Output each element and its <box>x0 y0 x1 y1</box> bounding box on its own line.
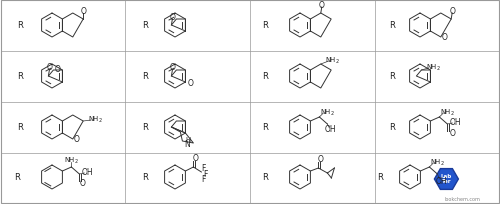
Text: R: R <box>262 21 268 30</box>
Text: NH$_2$: NH$_2$ <box>426 63 441 73</box>
Text: R: R <box>262 123 268 132</box>
Text: O: O <box>80 179 86 188</box>
Text: O: O <box>192 154 198 163</box>
Text: NH$_2$: NH$_2$ <box>88 114 102 124</box>
Text: R: R <box>142 21 148 30</box>
Text: R: R <box>17 72 23 81</box>
Text: R: R <box>389 123 395 132</box>
Text: F: F <box>203 170 207 179</box>
Text: O: O <box>46 63 52 72</box>
Text: R: R <box>142 123 148 132</box>
Text: R: R <box>262 72 268 81</box>
Text: O: O <box>449 7 455 16</box>
Text: Lab
Ter: Lab Ter <box>441 173 452 184</box>
Text: O: O <box>318 155 324 164</box>
Text: OH: OH <box>450 118 461 127</box>
Text: R: R <box>377 173 383 182</box>
Text: O: O <box>80 7 86 16</box>
Text: N: N <box>184 140 190 149</box>
Text: NH$_2$: NH$_2$ <box>64 155 79 165</box>
Text: OH: OH <box>436 177 447 186</box>
Text: R: R <box>262 173 268 182</box>
Text: R: R <box>142 173 148 182</box>
Text: R: R <box>17 21 23 30</box>
Text: NH$_2$: NH$_2$ <box>326 56 340 66</box>
Text: F: F <box>201 175 205 184</box>
Text: R: R <box>389 21 395 30</box>
Text: O: O <box>319 0 324 9</box>
Text: NH$_2$: NH$_2$ <box>440 107 455 118</box>
Text: H: H <box>186 136 191 142</box>
Text: R: R <box>14 173 20 182</box>
Text: lookchem.com: lookchem.com <box>444 196 480 202</box>
Text: OH: OH <box>82 168 93 177</box>
Text: OH: OH <box>324 125 336 134</box>
Text: R: R <box>142 72 148 81</box>
Text: O: O <box>74 135 80 144</box>
Text: NH$_2$: NH$_2$ <box>320 107 335 118</box>
Text: O: O <box>450 129 456 138</box>
Text: F: F <box>201 164 205 173</box>
Text: R: R <box>389 72 395 81</box>
Text: O: O <box>188 79 194 88</box>
Text: O: O <box>170 63 175 72</box>
Text: O: O <box>54 64 60 73</box>
Text: R: R <box>17 123 23 132</box>
Text: NH$_2$: NH$_2$ <box>430 157 445 167</box>
Text: O: O <box>170 12 175 21</box>
Text: O: O <box>442 33 448 42</box>
